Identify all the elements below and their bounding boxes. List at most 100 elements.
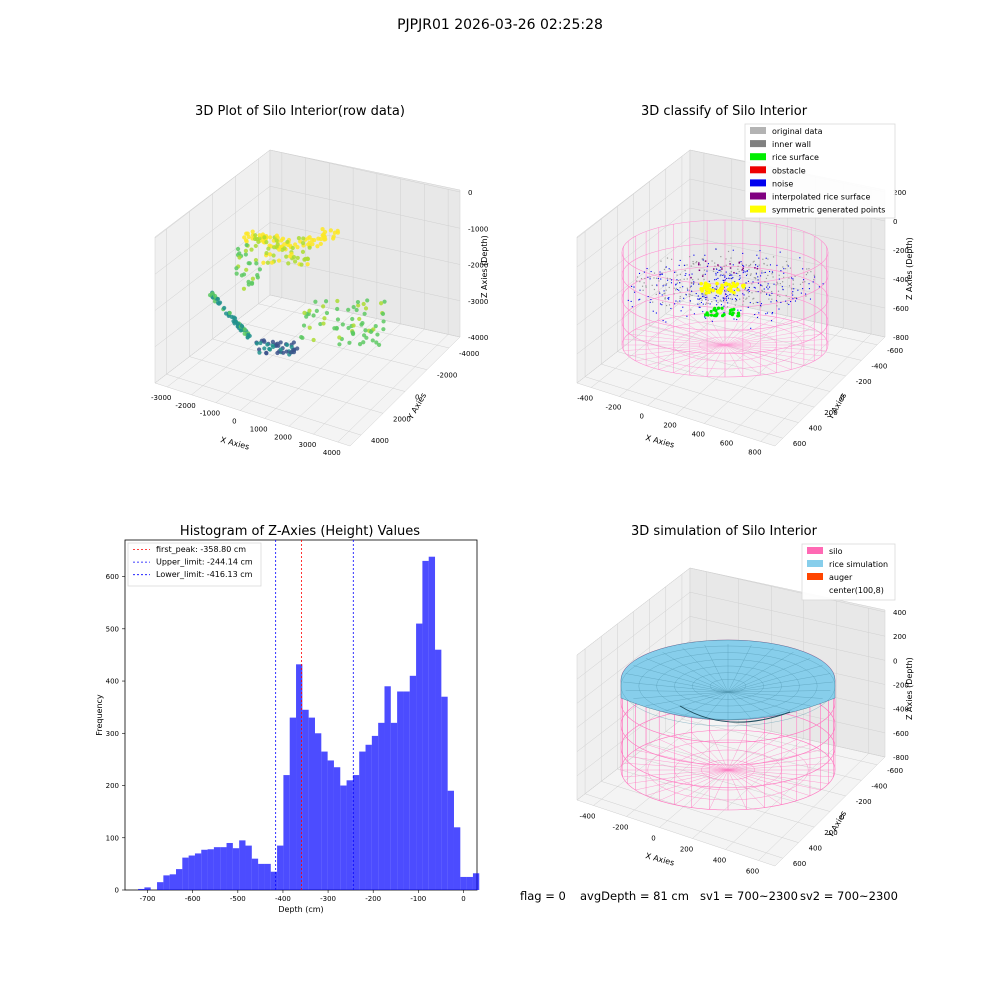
classify-ytick: -600	[887, 347, 903, 355]
raw-data-point	[332, 230, 337, 235]
classify-interp-point	[742, 267, 744, 270]
classify-original-point	[683, 278, 685, 280]
classify-original-point	[700, 297, 702, 300]
classify-noise-point	[679, 282, 681, 284]
classify-original-point	[730, 271, 732, 273]
classify-noise-point	[755, 273, 757, 275]
classify-original-point	[776, 281, 778, 283]
classify-noise-point	[725, 297, 727, 299]
classify-noise-point	[701, 295, 704, 297]
raw-data-point	[361, 340, 366, 345]
raw-data-point	[249, 281, 255, 286]
classify-noise-point	[631, 306, 633, 308]
histogram-ytick: 100	[106, 834, 119, 842]
classify-noise-point	[792, 294, 794, 296]
classify-xtick: -200	[605, 404, 621, 412]
histogram-bar	[232, 848, 240, 890]
classify-original-point	[788, 297, 790, 300]
histogram-xtick: -600	[185, 895, 201, 903]
classify-noise-point	[790, 277, 793, 279]
classify-original-point	[748, 265, 750, 267]
classify-original-point	[693, 282, 695, 284]
simulation-zgrid-back	[689, 616, 886, 661]
classify-original-point	[763, 272, 765, 274]
classify-noise-point	[665, 266, 667, 268]
classify-original-point	[645, 285, 647, 287]
classify-noise-point	[693, 313, 695, 315]
simulation-plot-title: 3D simulation of Silo Interior	[631, 524, 817, 539]
classify-noise-point	[715, 248, 717, 250]
classify-legend-swatch	[750, 192, 766, 200]
classify-noise-point	[725, 299, 728, 301]
classify-legend-label: noise	[772, 179, 793, 188]
raw-data-point	[287, 254, 293, 259]
classify-original-point	[689, 286, 692, 288]
classify-xtick: -400	[577, 395, 593, 403]
raw-data-point	[290, 245, 295, 251]
classify-legend: original data inner wall rice surface obsta…	[744, 123, 896, 219]
classify-noise-point	[742, 293, 744, 295]
classify-rice-point	[721, 314, 725, 318]
raw-data-point	[313, 299, 318, 304]
classify-noise-point	[745, 282, 747, 284]
classify-original-point	[791, 292, 793, 294]
classify-noise-point	[727, 297, 730, 299]
classify-noise-point	[757, 282, 759, 284]
classify-original-point	[719, 299, 721, 301]
classify-symmetric-point	[711, 288, 716, 293]
classify-noise-point	[722, 274, 724, 276]
raw-data-point	[239, 323, 244, 329]
classify-original-point	[792, 283, 794, 285]
raw-data-point	[250, 229, 255, 234]
rice-mesh-line	[727, 647, 774, 693]
classify-original-point	[715, 267, 718, 270]
classify-noise-point	[790, 300, 792, 303]
histogram-xtick: -500	[230, 895, 246, 903]
classify-noise-point	[667, 297, 669, 299]
raw-data-point	[234, 266, 239, 271]
classify-original-point	[755, 278, 757, 280]
classify-noise-point	[757, 291, 759, 293]
classify-original-point	[723, 297, 725, 299]
raw-data-point	[244, 239, 249, 244]
rice-mesh-ring	[620, 645, 836, 727]
raw-data-point	[311, 337, 316, 343]
raw-ytick: 4000	[371, 437, 389, 445]
raw-data-point	[262, 346, 267, 351]
classify-noise-point	[667, 279, 669, 281]
classify-original-point	[788, 285, 791, 287]
classify-original-point	[777, 294, 779, 296]
classify-original-point	[730, 257, 732, 259]
raw-ztick: -1000	[468, 225, 488, 233]
raw-data-point	[246, 282, 251, 287]
classify-xtick: 400	[692, 431, 705, 439]
histogram-bar	[447, 790, 454, 890]
classify-noise-point	[771, 271, 773, 273]
classify-original-point	[664, 292, 666, 294]
footer-avg-depth: avgDepth = 81 cm	[580, 889, 689, 903]
classify-original-point	[763, 262, 765, 265]
classify-original-point	[765, 277, 768, 280]
classify-noise-point	[723, 280, 725, 282]
classify-noise-point	[728, 277, 730, 279]
classify-interp-point	[701, 275, 704, 277]
classify-original-point	[699, 303, 701, 305]
classify-noise-point	[715, 274, 717, 276]
classify-noise-point	[697, 298, 699, 300]
classify-original-point	[714, 262, 716, 264]
classify-original-point	[695, 262, 697, 264]
raw-data-point	[350, 316, 355, 322]
raw-data-point	[271, 344, 276, 349]
classify-noise-point	[675, 284, 677, 286]
classify-original-point	[761, 290, 764, 293]
classify-legend-label: interpolated rice surface	[772, 193, 870, 202]
classify-original-point	[742, 300, 745, 302]
raw-data-point	[291, 340, 296, 345]
raw-data-point	[323, 299, 329, 304]
classify-original-point	[721, 267, 723, 269]
histogram-bar	[460, 876, 467, 890]
classify-noise-point	[799, 257, 801, 259]
classify-noise-point	[700, 301, 702, 304]
raw-data-point	[335, 298, 340, 304]
classify-symmetric-point	[715, 289, 720, 294]
